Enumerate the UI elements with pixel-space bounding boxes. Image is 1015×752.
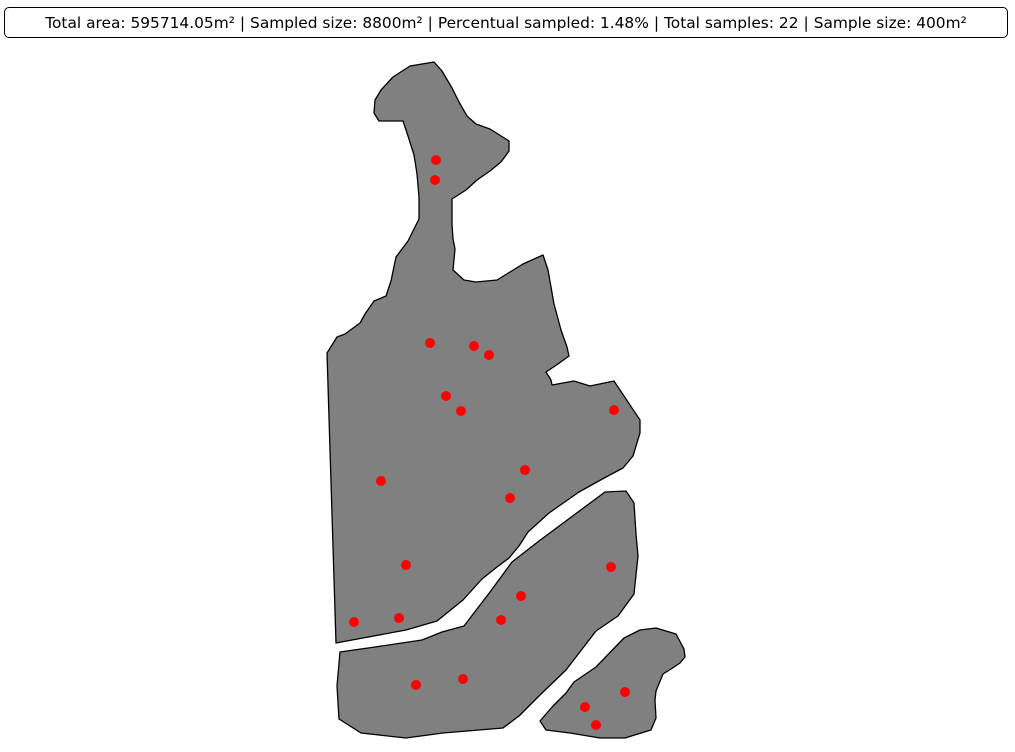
sample-point	[430, 175, 440, 185]
sample-point	[441, 391, 451, 401]
sample-point	[591, 720, 601, 730]
sample-point	[456, 406, 466, 416]
area-polygon-middle	[336, 490, 639, 739]
sample-point	[606, 562, 616, 572]
sample-point	[469, 341, 479, 351]
sample-point	[411, 680, 421, 690]
area-polygon-north	[326, 61, 641, 644]
separator: |	[239, 13, 246, 32]
sample-point	[425, 338, 435, 348]
percent-sampled-text: Percentual sampled: 1.48%	[437, 13, 649, 32]
separator: |	[803, 13, 809, 32]
sample-point	[520, 465, 530, 475]
sample-point	[376, 476, 386, 486]
sample-size-text: Sample size: 400m²	[813, 13, 967, 32]
summary-box: Total area: 595714.05m² | Sampled size: …	[4, 7, 1008, 38]
total-area-text: Total area: 595714.05m²	[45, 13, 235, 32]
sample-point	[394, 613, 404, 623]
sample-point	[458, 674, 468, 684]
separator: |	[427, 13, 433, 32]
sample-point	[349, 617, 359, 627]
sampled-size-text: Sampled size: 8800m²	[250, 13, 423, 32]
total-samples-text: Total samples: 22	[664, 13, 799, 32]
sample-point	[516, 591, 526, 601]
sample-point	[431, 155, 441, 165]
sample-point	[580, 702, 590, 712]
sample-point	[484, 350, 494, 360]
sample-points	[349, 155, 630, 730]
sample-point	[505, 493, 515, 503]
separator: |	[653, 13, 660, 32]
sample-point	[496, 615, 506, 625]
sample-point	[620, 687, 630, 697]
sample-point	[401, 560, 411, 570]
area-polygons	[326, 61, 686, 739]
sample-point	[609, 405, 619, 415]
area-polygon-south	[539, 627, 686, 739]
